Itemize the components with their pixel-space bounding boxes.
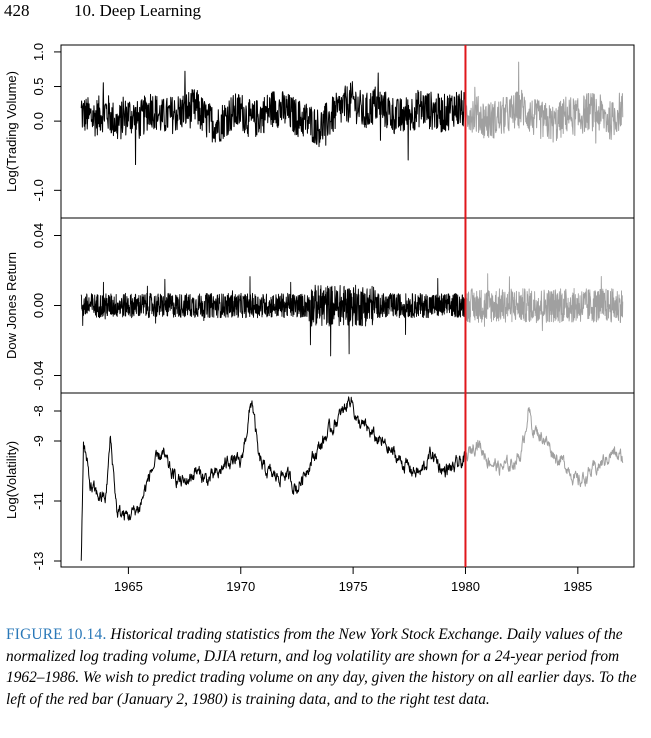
y-axis-label-1: Log(Trading Volume) xyxy=(4,71,19,192)
y-tick-label-2: 0.00 xyxy=(31,293,46,318)
x-tick-label: 1985 xyxy=(563,579,592,594)
y-tick-label-3: -8 xyxy=(31,405,46,417)
y-tick-label-1: 0.5 xyxy=(31,77,46,95)
x-tick-label: 1975 xyxy=(339,579,368,594)
x-tick-label: 1970 xyxy=(226,579,255,594)
y-tick-label-3: -11 xyxy=(31,492,46,510)
series-line-test-panel-2 xyxy=(465,273,624,332)
y-tick-label-1: -1.0 xyxy=(31,179,46,201)
panel-frame-3 xyxy=(60,392,635,568)
y-tick-label-3: -9 xyxy=(31,435,46,447)
figure: -1.0 0.0 0.5 1.0 Log(Trading Volume) -0.04 0.0… xyxy=(0,30,651,605)
y-tick-label-2: -0.04 xyxy=(31,361,46,391)
page-header: 428 10. Deep Learning xyxy=(2,0,642,22)
y-tick-label-1: 1.0 xyxy=(31,43,46,61)
y-axis-label-2: Dow Jones Return xyxy=(4,252,19,359)
series-line-test-panel-3 xyxy=(464,407,624,488)
chart: -1.0 0.0 0.5 1.0 Log(Trading Volume) -0.04 0.0… xyxy=(4,43,635,594)
series-line-train-panel-3 xyxy=(80,396,466,561)
series-line-train-panel-1 xyxy=(80,70,466,166)
series-line-test-panel-1 xyxy=(464,61,624,144)
chapter-title: 10. Deep Learning xyxy=(74,1,201,20)
figure-caption: FIGURE 10.14. Historical trading statist… xyxy=(6,624,648,710)
series-line-train-panel-2 xyxy=(80,276,466,357)
y-tick-label-2: 0.04 xyxy=(31,223,46,248)
figure-label: FIGURE 10.14. xyxy=(6,626,107,643)
y-tick-label-1: 0.0 xyxy=(31,112,46,130)
x-tick-label: 1965 xyxy=(114,579,143,594)
page-number: 428 xyxy=(4,1,30,20)
caption-text: Historical trading statistics from the N… xyxy=(6,626,637,708)
y-axis-label-3: Log(Volatility) xyxy=(4,441,19,519)
y-tick-label-3: -13 xyxy=(31,552,46,571)
x-tick-label: 1980 xyxy=(451,579,480,594)
